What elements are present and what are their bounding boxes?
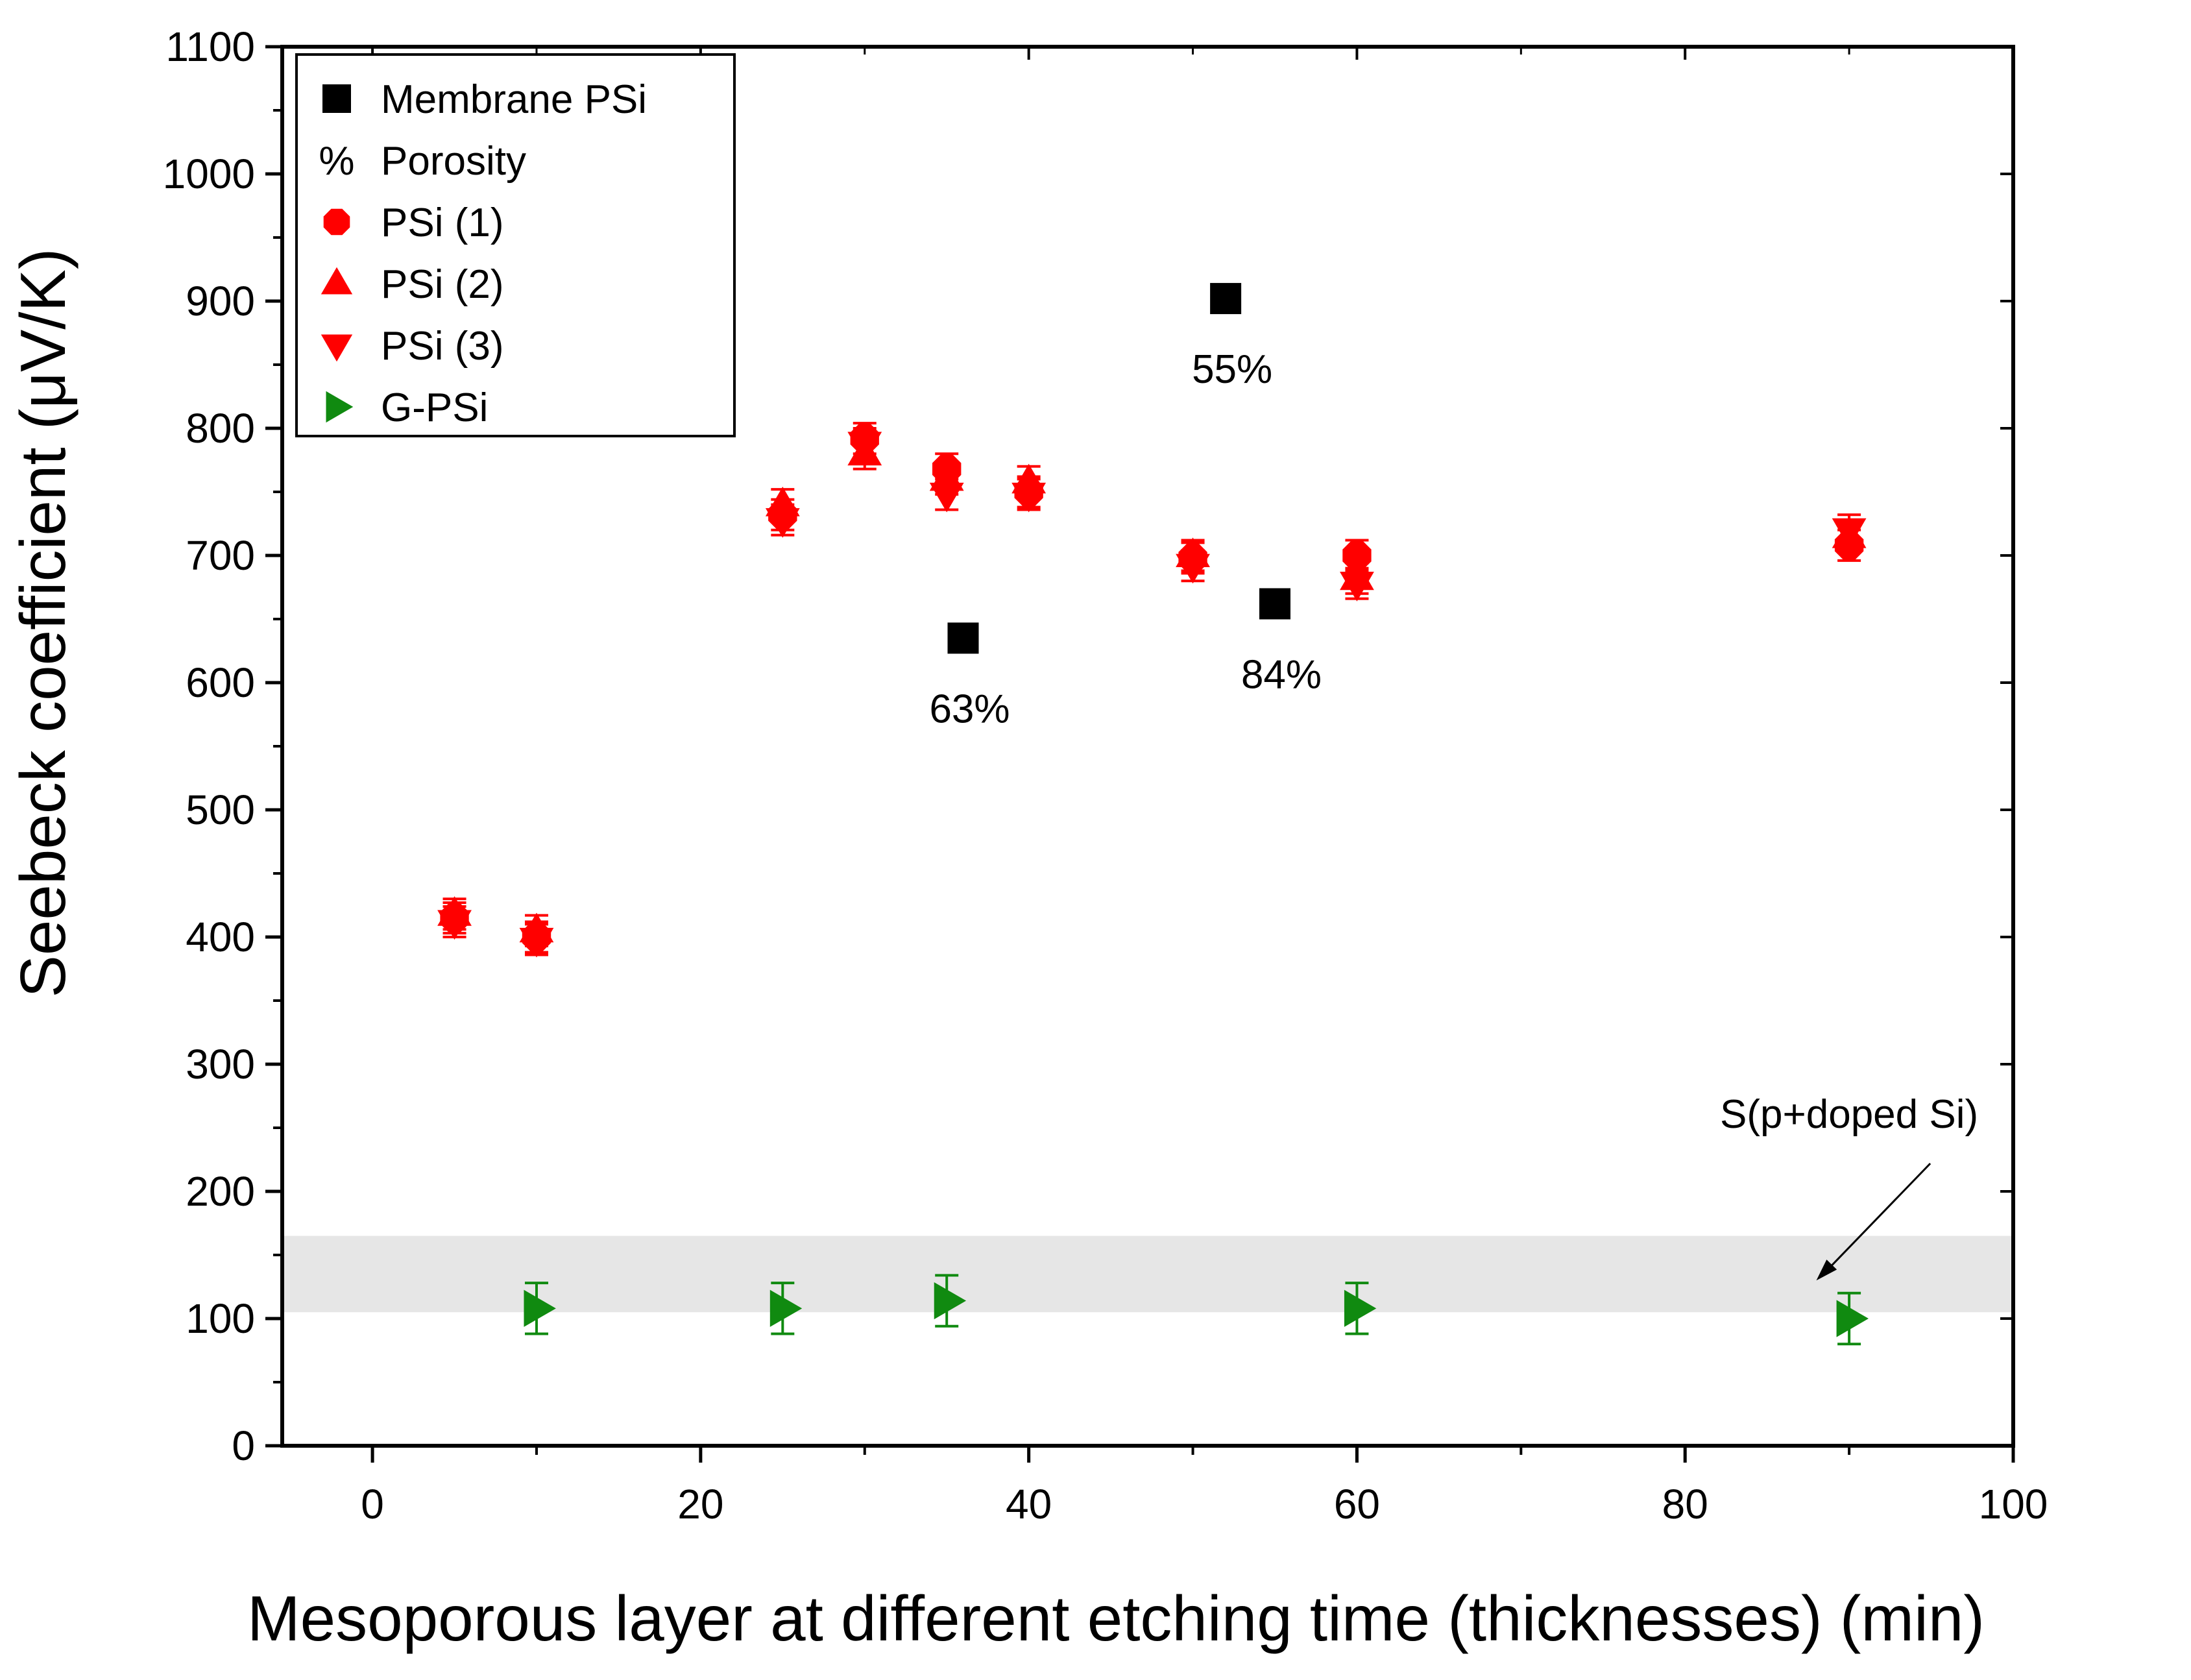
y-tick-label: 900	[186, 278, 255, 324]
legend-label: Porosity	[381, 139, 526, 184]
y-tick-label: 700	[186, 532, 255, 579]
x-tick-label: 20	[677, 1481, 723, 1528]
y-tick-label: 0	[232, 1422, 255, 1469]
data-point	[1832, 518, 1867, 548]
legend-marker	[323, 208, 350, 236]
porosity-label: 84%	[1241, 652, 1322, 697]
y-axis-title: Seebeck coefficient (μV/K)	[7, 249, 79, 998]
y-tick-label: 1100	[165, 23, 255, 70]
x-tick-label: 60	[1334, 1481, 1380, 1528]
legend-box	[295, 53, 736, 437]
x-tick-label: 0	[361, 1481, 384, 1528]
y-tick-label: 600	[186, 659, 255, 706]
x-axis-title: Mesoporous layer at different etching ti…	[247, 1583, 1985, 1654]
legend-marker	[322, 84, 351, 113]
data-point	[847, 432, 882, 462]
data-point	[769, 1289, 803, 1327]
doped-si-band	[282, 1236, 2013, 1313]
legend-percent-symbol: %	[319, 139, 354, 184]
legend-marker	[321, 267, 353, 295]
x-tick-label: 40	[1006, 1481, 1052, 1528]
data-point	[1011, 482, 1047, 513]
doped-si-arrowhead	[1816, 1260, 1837, 1281]
data-point	[765, 508, 800, 538]
y-tick-label: 500	[186, 786, 255, 833]
y-tick-label: 100	[186, 1295, 255, 1342]
axes-layer: 0 100 200 300 400 500 600 700 800 900 1000 1100 0 20 4…	[163, 23, 2048, 1528]
data-point	[519, 927, 554, 958]
doped-si-label: S(p+doped Si)	[1720, 1092, 1978, 1137]
data-point	[1344, 1289, 1377, 1327]
doped-si-arrow	[1824, 1162, 1931, 1273]
x-tick-label: 100	[1979, 1481, 2048, 1528]
porosity-label: 63%	[929, 687, 1010, 731]
legend-label: Membrane PSi	[381, 77, 647, 122]
y-tick-label: 200	[186, 1168, 255, 1215]
data-point	[524, 1289, 556, 1327]
y-tick-label: 800	[186, 405, 255, 452]
data-point	[929, 482, 964, 513]
series-membrane-psi: 63% 55% 84%	[929, 283, 1322, 731]
porosity-label: 55%	[1192, 347, 1272, 392]
x-tick-label: 80	[1662, 1481, 1708, 1528]
legend-marker	[326, 391, 354, 423]
data-point	[437, 910, 472, 940]
data-layer: 63% 55% 84%	[437, 283, 1869, 1346]
data-point	[947, 622, 979, 654]
series-psi-3	[437, 427, 1867, 958]
legend: Membrane PSi% Porosity PSi (1) PSi (2) PSi (…	[295, 53, 736, 437]
legend-label: PSi (3)	[381, 324, 503, 369]
data-point	[1340, 572, 1374, 602]
series-g-psi	[524, 1274, 1869, 1346]
y-tick-label: 300	[186, 1041, 255, 1088]
legend-label: G-PSi	[381, 385, 488, 430]
data-point	[1176, 554, 1210, 584]
data-point	[1836, 1300, 1869, 1337]
legend-label: PSi (2)	[381, 262, 503, 307]
y-tick-label: 400	[186, 914, 255, 960]
data-point	[934, 1282, 967, 1320]
y-tick-label: 1000	[163, 151, 255, 197]
doped-si-band-layer: S(p+doped Si)	[282, 1092, 2013, 1313]
legend-label: PSi (1)	[381, 201, 503, 245]
legend-marker	[321, 334, 353, 362]
data-point	[1210, 283, 1242, 315]
data-point	[1259, 588, 1290, 620]
